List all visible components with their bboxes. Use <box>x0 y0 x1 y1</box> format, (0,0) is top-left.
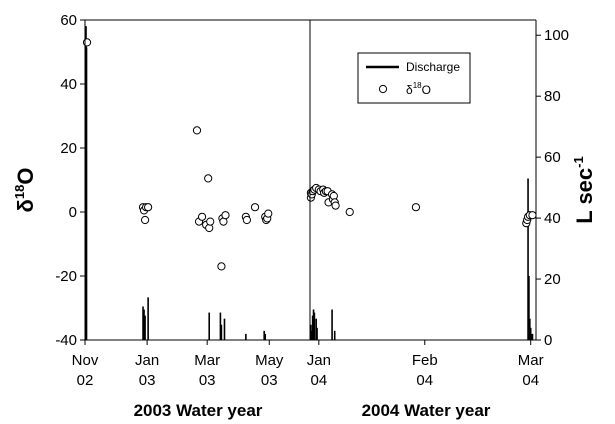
isotope-series <box>82 38 537 271</box>
isotope-point <box>144 203 153 212</box>
right-tick-label: 20 <box>544 271 561 288</box>
discharge-series <box>85 26 534 340</box>
isotope-point <box>140 215 150 225</box>
right-tick-label: 80 <box>544 88 561 105</box>
x-tick-label-year: 03 <box>139 372 156 389</box>
x-tick-label-year: 03 <box>261 372 278 389</box>
isotope-point <box>221 211 230 220</box>
left-tick-label: 0 <box>69 204 77 221</box>
x-tick-label-year: 04 <box>416 372 433 389</box>
left-axis-ticks: -40 -20 0 20 40 60 <box>55 12 85 349</box>
right-tick-label: 40 <box>544 210 561 227</box>
legend-box <box>357 52 471 104</box>
isotope-point <box>206 217 215 226</box>
isotope-point <box>264 209 273 218</box>
isotope-point <box>217 262 226 271</box>
x-tick-label-month: May <box>255 352 284 369</box>
left-tick-label: 20 <box>60 140 77 157</box>
left-tick-label: 40 <box>60 76 77 93</box>
x-axis-ticks: Nov 02 Jan 03 Mar 03 May 03 Jan 04 Feb 04 Mar 04 <box>72 340 544 389</box>
legend-discharge-label: Discharge <box>406 60 460 74</box>
plot-area <box>82 19 537 341</box>
left-tick-label: -20 <box>55 268 77 285</box>
isotope-point <box>197 212 207 221</box>
right-axis-ticks: 0 20 40 60 80 100 <box>536 27 569 349</box>
water-year-2004-label: 2004 Water year <box>362 401 491 420</box>
isotope-point <box>411 203 421 212</box>
x-tick-label-month: Feb <box>412 352 438 369</box>
water-year-2003-label: 2003 Water year <box>134 401 263 420</box>
right-tick-label: 100 <box>544 27 569 44</box>
legend: Discharge δ18O <box>357 52 471 104</box>
isotope-point <box>250 203 260 212</box>
x-tick-label-month: Nov <box>72 352 99 369</box>
isotope-point <box>345 207 354 217</box>
x-tick-label-year: 04 <box>522 372 539 389</box>
x-tick-label-year: 02 <box>77 372 94 389</box>
right-axis-title: L sec-1 <box>571 156 597 223</box>
x-tick-label-month: Jan <box>307 352 331 369</box>
right-tick-label: 0 <box>544 332 552 349</box>
x-tick-label-year: 03 <box>199 372 216 389</box>
left-tick-label: -40 <box>55 332 77 349</box>
x-tick-label-month: Jan <box>135 352 159 369</box>
x-tick-label-month: Mar <box>194 352 220 369</box>
isotope-point <box>242 215 251 225</box>
isotope-point <box>528 211 537 220</box>
legend-isotope-label: δ18O <box>406 81 431 97</box>
isotope-point <box>192 126 202 135</box>
left-axis-title: δ18O <box>12 168 38 213</box>
isotope-point <box>204 174 213 183</box>
x-tick-label-year: 04 <box>310 372 327 389</box>
isotope-point <box>331 201 340 210</box>
legend-isotope-swatch <box>378 84 388 94</box>
left-tick-label: 60 <box>60 12 77 29</box>
right-tick-label: 60 <box>544 149 561 166</box>
x-tick-label-month: Mar <box>518 352 544 369</box>
